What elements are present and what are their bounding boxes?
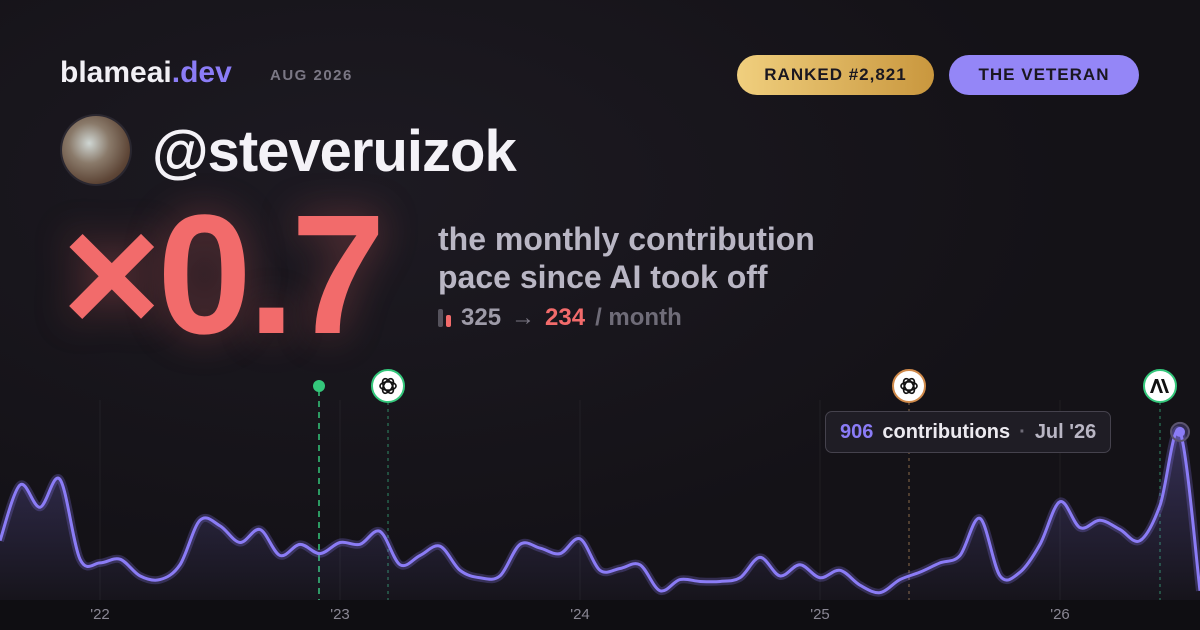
tooltip-date: Jul '26	[1034, 420, 1097, 443]
anthropic-icon	[1143, 369, 1177, 403]
area	[0, 430, 1200, 600]
x-tick-label: '23	[330, 606, 350, 623]
axis-band	[0, 600, 1200, 630]
multiplier: ×0.7	[62, 180, 386, 370]
period: AUG 2026	[270, 67, 353, 84]
pace-icon	[438, 309, 451, 327]
description: the monthly contribution pace since AI t…	[438, 220, 815, 296]
description-line: the monthly contribution	[438, 221, 815, 257]
series	[0, 421, 1200, 600]
line	[0, 428, 1200, 595]
tooltip-separator: ·	[1019, 420, 1026, 443]
arrow: →	[511, 304, 536, 331]
unit: / month	[595, 304, 682, 331]
description-line: pace since AI took off	[438, 259, 768, 295]
brand: blameai.dev	[60, 56, 232, 90]
brand-tld: .dev	[171, 56, 232, 89]
x-tick-label: '26	[1050, 606, 1070, 623]
tooltip: 906 contributions · Jul '26	[825, 411, 1112, 453]
brand-name: blameai	[60, 56, 172, 89]
x-tick-label: '22	[90, 606, 110, 623]
x-tick-label: '25	[810, 606, 830, 623]
rank-badge: RANKED #2,821	[737, 55, 934, 95]
pace-stats: 325 → 234 / month	[438, 304, 682, 332]
x-tick-label: '24	[570, 606, 590, 623]
openai-icon	[371, 369, 405, 403]
handle: @steveruizok	[152, 119, 517, 184]
openai-icon	[892, 369, 926, 403]
tooltip-value: 906	[840, 420, 874, 443]
title-badge: THE VETERAN	[949, 55, 1139, 95]
avatar	[62, 116, 130, 184]
highlight-point	[1175, 426, 1185, 437]
event-dot	[313, 380, 325, 392]
before: 325	[461, 304, 502, 331]
tooltip-label: contributions	[882, 420, 1011, 443]
after: 234	[545, 304, 586, 331]
